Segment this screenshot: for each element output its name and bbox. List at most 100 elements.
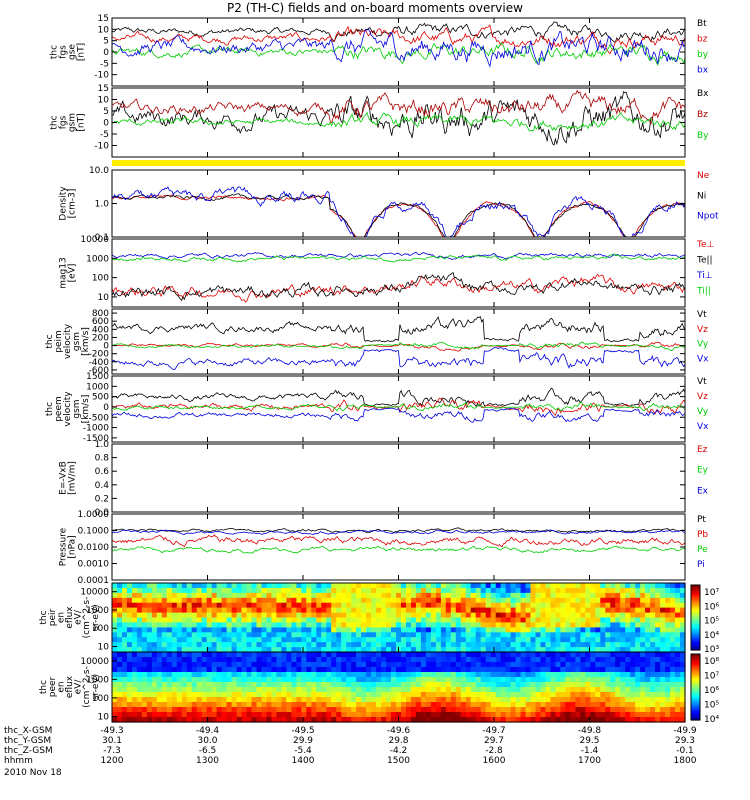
- spectrogram-cell: [261, 597, 268, 604]
- spectrogram-cell: [610, 652, 616, 658]
- spectrogram-cell: [475, 597, 482, 604]
- spectrogram-cell: [565, 662, 571, 668]
- spectrogram-cell: [406, 587, 412, 594]
- spectrogram-cell: [565, 587, 571, 594]
- y-axis-label: [nT]: [77, 113, 87, 131]
- spectrogram-cell: [585, 712, 591, 718]
- spectrogram-cell: [450, 702, 457, 708]
- spectrogram-cell: [331, 707, 337, 713]
- spectrogram-cell: [445, 707, 452, 713]
- spectrogram-cell: [450, 682, 457, 688]
- spectrogram-cell: [136, 702, 143, 708]
- spectrogram-cell: [615, 657, 621, 663]
- spectrogram-cell: [425, 667, 432, 673]
- spectrogram-cell: [620, 583, 626, 589]
- colorbar-cell: [691, 608, 700, 612]
- spectrogram-cell: [555, 702, 562, 708]
- spectrogram-cell: [151, 702, 158, 708]
- spectrogram-cell: [455, 583, 462, 589]
- spectrogram-cell: [585, 622, 591, 628]
- y-tick-label: 0: [103, 119, 109, 129]
- spectrogram-cell: [271, 707, 277, 713]
- spectrogram-cell: [256, 707, 263, 713]
- spectrogram-cell: [156, 657, 163, 663]
- spectrogram-cell: [346, 687, 352, 693]
- spectrogram-cell: [286, 597, 292, 604]
- spectrogram-cell: [246, 652, 253, 658]
- spectrogram-cell: [251, 622, 258, 628]
- y-tick-label: -5: [100, 130, 109, 140]
- spectrogram-cell: [281, 682, 287, 688]
- spectrogram-cell: [440, 697, 447, 703]
- spectrogram-cell: [151, 583, 158, 589]
- spectrogram-cell: [231, 617, 238, 623]
- spectrogram-cell: [535, 687, 542, 693]
- spectrogram-cell: [176, 627, 183, 633]
- spectrogram-cell: [356, 592, 362, 599]
- spectrogram-cell: [406, 632, 412, 638]
- spectrogram-cell: [326, 662, 332, 668]
- spectrogram-cell: [181, 602, 188, 609]
- spectrogram-cell: [475, 682, 482, 688]
- spectrogram-cell: [645, 697, 651, 703]
- series-line-Vy: [111, 341, 686, 352]
- spectrogram-cell: [655, 677, 661, 683]
- spectrogram-cell: [540, 632, 547, 638]
- spectrogram-cell: [465, 717, 472, 723]
- spectrogram-cell: [256, 583, 263, 589]
- spectrogram-cell: [131, 672, 138, 678]
- spectrogram-cell: [371, 617, 377, 623]
- spectrogram-cell: [530, 687, 537, 693]
- spectrogram-cell: [580, 672, 586, 678]
- spectrogram-cell: [420, 702, 427, 708]
- spectrogram-cell: [301, 657, 307, 663]
- spectrogram-cell: [296, 583, 302, 589]
- spectrogram-cell: [316, 583, 322, 589]
- y-axis-label: [km/s]: [81, 395, 91, 424]
- spectrogram-cell: [331, 612, 337, 619]
- spectrogram-cell: [540, 592, 547, 599]
- spectrogram-cell: [206, 637, 213, 643]
- spectrogram-cell: [555, 657, 562, 663]
- spectrogram-cell: [296, 652, 302, 658]
- spectrogram-cell: [540, 647, 547, 653]
- spectrogram-cell: [565, 677, 571, 683]
- spectrogram-cell: [525, 692, 532, 698]
- spectrogram-cell: [645, 662, 651, 668]
- spectrogram-cell: [346, 657, 352, 663]
- spectrogram-cell: [276, 652, 282, 658]
- spectrogram-cell: [590, 612, 596, 619]
- series-line-Vt: [111, 387, 686, 408]
- spectrogram-cell: [680, 617, 686, 623]
- spectrogram-cell: [470, 652, 477, 658]
- spectrogram-cell: [485, 637, 492, 643]
- spectrogram-cell: [371, 707, 377, 713]
- spectrogram-cell: [485, 702, 492, 708]
- spectrogram-cell: [341, 637, 347, 643]
- spectrogram-cell: [510, 682, 517, 688]
- spectrogram-cell: [117, 592, 123, 599]
- y-tick-label: 100: [92, 624, 109, 634]
- spectrogram-cell: [615, 707, 621, 713]
- spectrogram-cell: [675, 647, 681, 653]
- spectrogram-cell: [560, 602, 566, 609]
- spectrogram-cell: [670, 647, 676, 653]
- spectrogram-cell: [186, 632, 193, 638]
- spectrogram-cell: [341, 642, 347, 648]
- spectrogram-cell: [186, 657, 193, 663]
- spectrogram-cell: [376, 612, 382, 619]
- spectrogram-cell: [126, 587, 133, 594]
- spectrogram-cell: [371, 607, 377, 614]
- spectrogram-cell: [625, 632, 631, 638]
- legend-bz: bz: [697, 35, 708, 45]
- spectrogram-cell: [655, 622, 661, 628]
- spectrogram-cell: [326, 707, 332, 713]
- spectrogram-cell: [126, 657, 133, 663]
- spectrogram-cell: [126, 667, 133, 673]
- spectrogram-cell: [131, 697, 138, 703]
- spectrogram-cell: [296, 682, 302, 688]
- spectrogram-cell: [321, 612, 327, 619]
- spectrogram-cell: [231, 682, 238, 688]
- spectrogram-cell: [376, 637, 382, 643]
- spectrogram-cell: [211, 642, 218, 648]
